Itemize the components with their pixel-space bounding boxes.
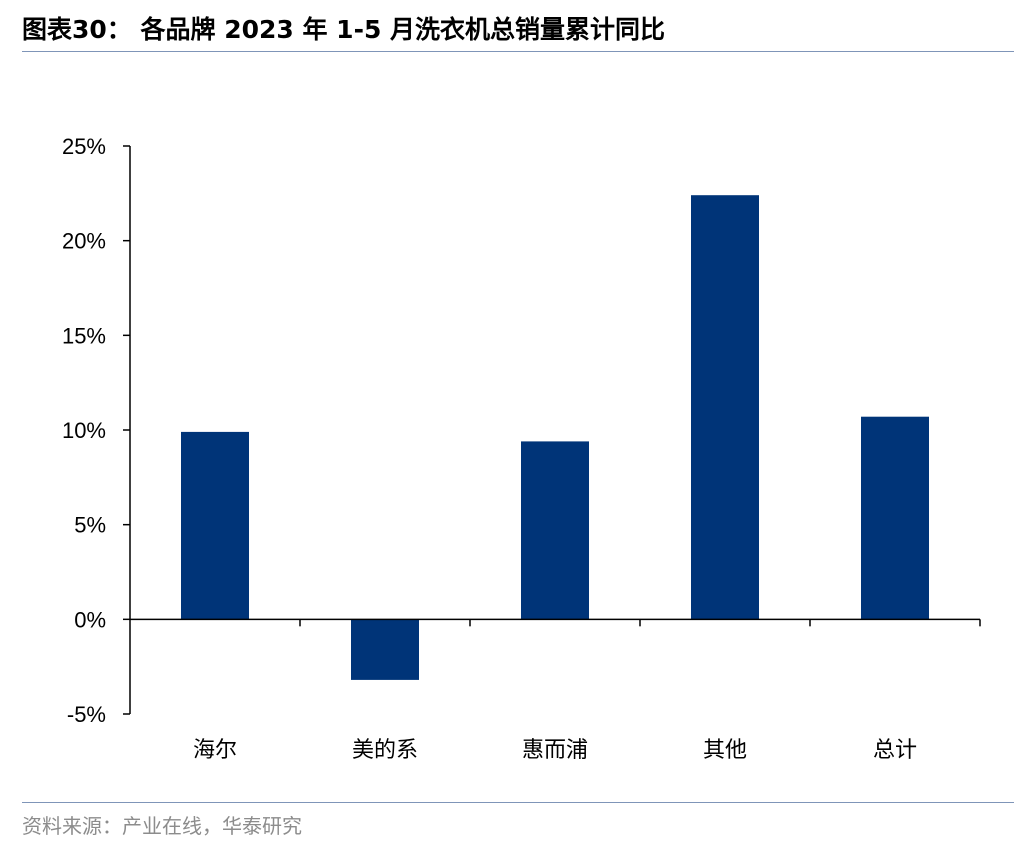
bar-2 [521,441,589,620]
y-tick-labels: -5% 0% 5% 10% 15% 20% 25% [62,134,106,727]
bar-0 [181,431,249,620]
y-tick-label: 10% [62,418,106,443]
title-divider [22,51,1014,52]
x-tick-label: 其他 [703,738,747,763]
y-tick-label: 5% [74,513,106,538]
y-tick-label: 25% [62,134,106,159]
y-tick-label: 15% [62,323,106,348]
bar-4 [861,416,929,620]
chart-title: 图表30： 各品牌 2023 年 1-5 月洗衣机总销量累计同比 [22,15,666,44]
y-tick-label: 0% [74,607,106,632]
x-tick-label: 美的系 [352,738,418,763]
y-tick-label: 20% [62,229,106,254]
source-note: 资料来源：产业在线，华泰研究 [22,814,302,838]
x-tick-label: 总计 [873,738,917,763]
bars-group [181,195,929,680]
bar-3 [691,195,759,620]
x-tick-label: 海尔 [193,738,237,763]
x-tick-label: 惠而浦 [522,738,588,763]
axes-group [123,145,981,715]
bar-1 [351,619,419,680]
x-tick-labels: 海尔 美的系 惠而浦 其他 总计 [193,738,917,763]
source-divider [22,802,1014,803]
y-tick-label: -5% [67,702,106,727]
